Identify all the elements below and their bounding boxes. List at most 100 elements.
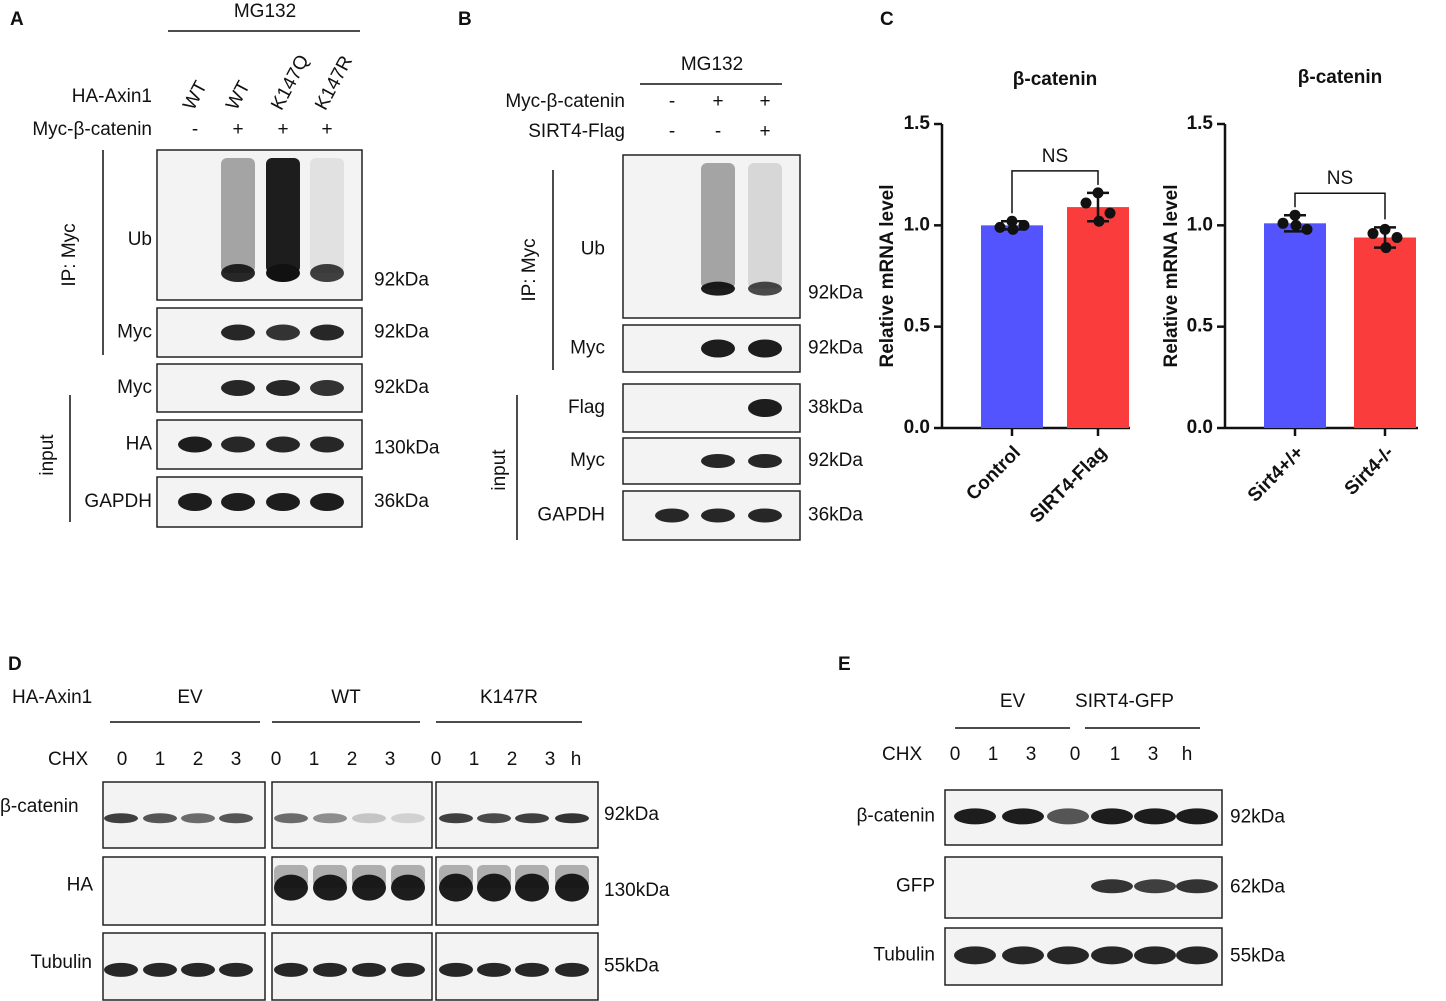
blot-band <box>391 874 425 901</box>
blot-band <box>1176 946 1218 965</box>
blot-label: GAPDH <box>84 491 152 512</box>
blot-frame <box>102 856 266 926</box>
bar <box>1264 223 1326 428</box>
blot-band <box>1176 808 1218 825</box>
blot-band <box>221 436 255 453</box>
group-label: input <box>489 449 510 491</box>
blot-label: β-catenin <box>856 805 935 826</box>
data-point <box>1391 231 1403 243</box>
time-label: 1 <box>469 749 480 770</box>
blot-frame <box>156 363 363 413</box>
blot-band <box>701 339 735 358</box>
blot-band <box>1134 808 1176 825</box>
blot-band <box>439 962 473 977</box>
time-label: 3 <box>231 749 242 770</box>
blot-band <box>313 962 347 977</box>
size-label: 130kDa <box>374 437 440 458</box>
size-label: 92kDa <box>808 283 863 304</box>
significance-bracket <box>1294 192 1386 220</box>
blot-smear <box>748 163 782 289</box>
size-label: 92kDa <box>374 322 429 343</box>
time-label: 0 <box>1070 744 1081 765</box>
size-label: 92kDa <box>374 270 429 291</box>
blot-band <box>104 962 138 977</box>
blot-band <box>181 962 215 977</box>
time-label: 0 <box>117 749 128 770</box>
group-label: K147R <box>480 687 538 708</box>
blot-band <box>219 813 253 824</box>
blot-band <box>221 324 255 341</box>
time-unit: h <box>571 749 582 770</box>
blot-band <box>266 436 300 453</box>
blot-label: Myc <box>117 377 152 398</box>
blot-smear <box>221 158 255 273</box>
blot-band <box>310 493 344 511</box>
data-point <box>1080 197 1092 209</box>
blot-band <box>274 962 308 977</box>
panel-letter: B <box>458 9 472 30</box>
group-label: WT <box>331 687 361 708</box>
blot-band <box>221 380 255 396</box>
blot-band <box>748 281 782 296</box>
data-point <box>1289 209 1301 221</box>
blot-label: Tubulin <box>873 944 935 965</box>
blot-band <box>439 813 473 824</box>
size-label: 92kDa <box>604 804 659 825</box>
blot-label: GAPDH <box>537 505 605 526</box>
blot-label: β-catenin <box>0 796 79 817</box>
blot-band <box>310 380 344 396</box>
treatment-label: MG132 <box>234 1 296 22</box>
blot-band <box>748 339 782 358</box>
data-point <box>1380 242 1392 254</box>
blot-band <box>313 874 347 901</box>
condition-label: HA-Axin1 <box>72 86 152 107</box>
data-point <box>1018 219 1030 231</box>
chart-title: β-catenin <box>1298 67 1382 88</box>
blot-band <box>1002 946 1044 965</box>
blot-label: Myc <box>117 322 152 343</box>
blot-band <box>477 962 511 977</box>
size-label: 36kDa <box>808 505 863 526</box>
blot-band <box>352 813 386 824</box>
lane-label: - <box>669 91 675 112</box>
lane-label: - <box>715 121 721 142</box>
blot-band <box>266 380 300 396</box>
blot-band <box>104 813 138 824</box>
blot-band <box>515 813 549 824</box>
time-label: 2 <box>347 749 358 770</box>
data-point <box>1093 215 1105 227</box>
blot-band <box>266 493 300 511</box>
size-label: 92kDa <box>374 377 429 398</box>
blot-band <box>1002 808 1044 825</box>
y-tick-label: 1.0 <box>904 214 930 235</box>
blot-label: Flag <box>568 397 605 418</box>
blot-band <box>219 962 253 977</box>
blot-band <box>310 264 344 282</box>
panel-letter: A <box>10 9 24 30</box>
group-label: SIRT4-GFP <box>1075 691 1174 712</box>
blot-band <box>555 813 589 824</box>
blot-band <box>748 454 782 468</box>
chart-title: β-catenin <box>1013 69 1097 90</box>
bar <box>1067 207 1129 428</box>
lane-label: + <box>321 119 332 140</box>
size-label: 92kDa <box>808 450 863 471</box>
blot-band <box>1134 879 1176 894</box>
blot-band <box>477 813 511 824</box>
size-label: 38kDa <box>808 397 863 418</box>
bracket-line <box>1294 192 1386 220</box>
time-label: 0 <box>431 749 442 770</box>
blot-band <box>274 874 308 901</box>
blot-band <box>655 508 689 523</box>
data-point <box>1290 219 1302 231</box>
size-label: 36kDa <box>374 491 429 512</box>
data-point <box>994 221 1006 233</box>
data-point <box>1277 217 1289 229</box>
y-tick-label: 0.5 <box>904 316 931 337</box>
time-unit: h <box>1182 744 1193 765</box>
blot-band <box>1091 808 1133 825</box>
blot-band <box>178 436 212 453</box>
y-tick-label: 1.5 <box>1187 113 1214 134</box>
condition-label: Myc-β-catenin <box>505 91 625 112</box>
time-label: 3 <box>385 749 396 770</box>
